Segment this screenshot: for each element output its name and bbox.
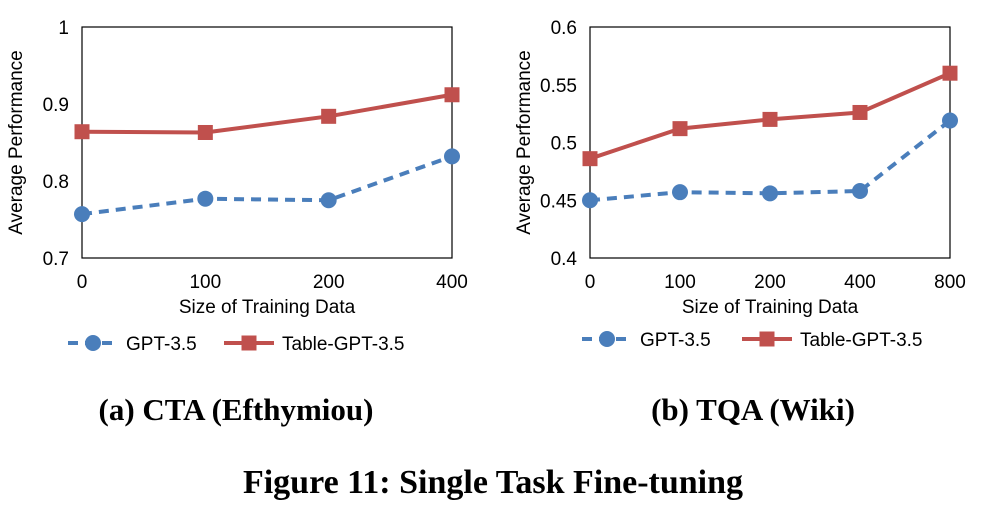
y-tick-label: 0.6 [551, 18, 577, 39]
data-point-gpt35 [74, 206, 90, 223]
y-tick-label: 0.8 [43, 172, 69, 193]
y-tick-label: 0.4 [551, 249, 578, 270]
legend-label: GPT-3.5 [126, 334, 197, 355]
x-axis-title: Size of Training Data [682, 297, 859, 318]
data-point-gpt35 [444, 148, 460, 165]
legend-marker-square [759, 331, 775, 347]
x-tick-label: 100 [189, 272, 221, 293]
plot-area-frame [81, 26, 453, 259]
subfigure-caption-cta: (a) CTA (Efthymiou) [99, 392, 374, 427]
x-tick-label: 200 [313, 272, 345, 293]
y-tick-label: 0.45 [540, 191, 577, 212]
y-tick-label: 0.9 [43, 95, 69, 116]
legend-marker-square [241, 335, 257, 351]
data-point-gpt35 [672, 184, 688, 201]
x-tick-label: 800 [934, 272, 966, 293]
x-tick-label: 200 [754, 272, 786, 293]
data-point-table-gpt35 [582, 151, 598, 167]
y-tick-label: 0.55 [540, 76, 577, 97]
x-tick-label: 400 [844, 272, 876, 293]
legend-marker-circle [85, 335, 101, 351]
legend-label: GPT-3.5 [640, 330, 711, 351]
x-tick-label: 0 [77, 272, 88, 293]
series-line-gpt35 [589, 118, 952, 203]
data-point-gpt35 [582, 192, 598, 209]
x-tick-label: 0 [585, 272, 596, 293]
data-point-table-gpt35 [74, 124, 90, 140]
chart-tqa: 0.4 0.45 0.5 0.55 0.6 0 100 200 400 800 Size of Tr… [514, 18, 966, 427]
data-point-gpt35 [197, 190, 214, 207]
y-tick-label: 0.7 [43, 249, 69, 270]
legend-label: Table-GPT-3.5 [800, 330, 923, 351]
data-point-table-gpt35 [852, 104, 868, 120]
data-point-gpt35 [762, 185, 778, 202]
data-point-table-gpt35 [197, 124, 213, 140]
data-point-table-gpt35 [444, 87, 460, 103]
data-point-table-gpt35 [321, 108, 337, 124]
subfigure-caption-tqa: (b) TQA (Wiki) [651, 392, 855, 427]
data-point-table-gpt35 [942, 65, 958, 81]
y-tick-label: 0.5 [551, 134, 577, 155]
legend-label: Table-GPT-3.5 [282, 334, 405, 355]
series-line-table-gpt35 [81, 92, 453, 135]
y-axis-title: Average Performance [6, 50, 27, 234]
legend-marker-circle [599, 331, 615, 347]
y-axis-title: Average Performance [514, 50, 535, 234]
data-point-gpt35 [942, 112, 958, 129]
x-tick-label: 400 [436, 272, 468, 293]
data-point-table-gpt35 [762, 111, 778, 127]
chart-cta: 0.7 0.8 0.9 1 0 100 200 400 Size of Training Dat… [6, 18, 468, 427]
data-point-table-gpt35 [672, 121, 688, 137]
plot-area-frame [589, 26, 951, 259]
data-point-gpt35 [320, 192, 337, 209]
x-axis-title: Size of Training Data [179, 297, 356, 318]
y-tick-label: 1 [58, 18, 69, 39]
data-point-gpt35 [852, 183, 868, 200]
x-tick-label: 100 [664, 272, 696, 293]
series-line-gpt35 [81, 154, 453, 217]
figure-caption: Figure 11: Single Task Fine-tuning [243, 464, 743, 501]
